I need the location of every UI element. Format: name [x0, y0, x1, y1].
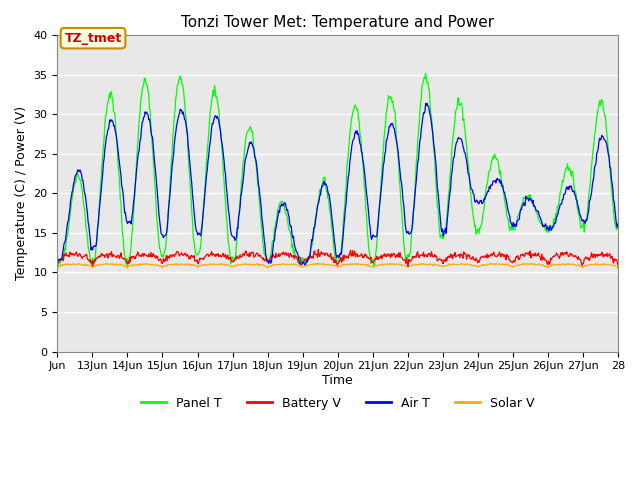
- Text: TZ_tmet: TZ_tmet: [65, 32, 122, 45]
- Panel T: [614, 224, 621, 229]
- Air T: [614, 221, 621, 227]
- Battery V: [222, 256, 230, 262]
- Solar V: [222, 262, 230, 268]
- Air T: [428, 128, 436, 134]
- Legend: Panel T, Battery V, Air T, Solar V: Panel T, Battery V, Air T, Solar V: [136, 392, 539, 415]
- Panel T: [396, 185, 404, 191]
- Solar V: [428, 262, 435, 267]
- Title: Tonzi Tower Met: Temperature and Power: Tonzi Tower Met: Temperature and Power: [181, 15, 494, 30]
- Battery V: [250, 254, 258, 260]
- Y-axis label: Temperature (C) / Power (V): Temperature (C) / Power (V): [15, 107, 28, 280]
- Panel T: [119, 234, 127, 240]
- Panel T: [251, 151, 259, 157]
- Battery V: [54, 262, 61, 267]
- Air T: [54, 259, 61, 264]
- Panel T: [428, 122, 436, 128]
- Solar V: [119, 263, 127, 268]
- Line: Panel T: Panel T: [58, 73, 618, 268]
- Air T: [396, 169, 404, 175]
- Panel T: [223, 219, 231, 225]
- Panel T: [54, 258, 61, 264]
- Battery V: [271, 255, 279, 261]
- Solar V: [314, 260, 322, 266]
- Air T: [301, 263, 309, 268]
- Air T: [222, 182, 230, 188]
- Solar V: [250, 262, 258, 267]
- Battery V: [428, 253, 436, 259]
- Solar V: [396, 261, 404, 267]
- Battery V: [396, 250, 404, 255]
- Battery V: [314, 247, 322, 252]
- Panel T: [124, 265, 131, 271]
- Air T: [119, 192, 127, 197]
- Air T: [271, 229, 279, 235]
- Battery V: [404, 264, 412, 270]
- Battery V: [614, 262, 621, 268]
- Panel T: [422, 71, 429, 76]
- X-axis label: Time: Time: [323, 374, 353, 387]
- Panel T: [272, 219, 280, 225]
- Air T: [250, 146, 258, 152]
- Line: Air T: Air T: [58, 103, 618, 265]
- Solar V: [54, 265, 61, 271]
- Solar V: [271, 262, 279, 267]
- Line: Battery V: Battery V: [58, 250, 618, 267]
- Line: Solar V: Solar V: [58, 263, 618, 268]
- Air T: [423, 100, 431, 106]
- Battery V: [119, 256, 127, 262]
- Solar V: [614, 265, 621, 271]
